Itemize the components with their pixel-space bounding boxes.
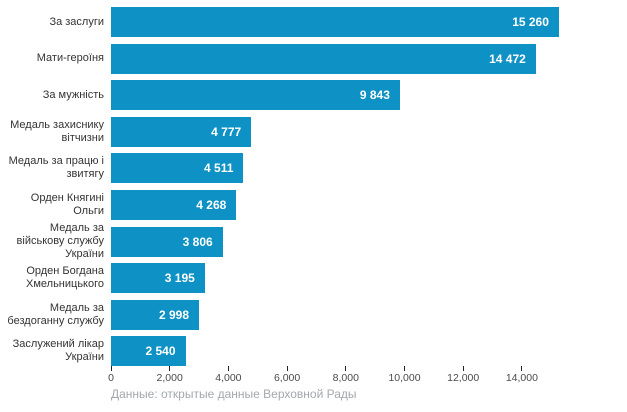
value-label: 3 806 [182, 234, 213, 249]
source-caption: Данные: открытые данные Верховной Рады [111, 387, 357, 401]
tick-mark [227, 366, 229, 371]
bar-row: За мужність 9 843 [0, 80, 627, 111]
value-label: 14 472 [489, 51, 526, 66]
value-label: 2 540 [145, 344, 176, 359]
value-label: 9 843 [359, 88, 390, 103]
category-label: За мужність [42, 88, 104, 101]
tick-label: 2,000 [156, 372, 183, 384]
category-label: Орден Княгині Ольги [30, 192, 104, 217]
bar-row: Медаль за працю і звитягу 4 511 [0, 153, 627, 184]
category-label: Медаль за працю і звитягу [8, 155, 104, 181]
tick-label: 6,000 [273, 372, 301, 384]
bar: 2 540 [111, 336, 186, 367]
tick-mark [404, 366, 405, 371]
value-label: 15 260 [512, 15, 549, 29]
value-label: 4 268 [196, 198, 227, 212]
bar-row: За заслуги 15 260 [0, 7, 627, 37]
value-label: 4 511 [204, 161, 234, 176]
tick-label: 4,000 [215, 372, 242, 384]
category-label: Орден Богдана Хмельницького [26, 265, 104, 291]
tick-label: 8,000 [332, 372, 359, 384]
tick-mark [286, 366, 288, 371]
bar: 4 511 [111, 153, 244, 184]
bar-row: Медаль за військову службу України 3 806 [0, 222, 627, 261]
tick-mark [521, 366, 523, 371]
tick-label: 12,000 [447, 372, 480, 384]
value-label: 3 195 [164, 271, 195, 286]
tick-mark [110, 366, 112, 371]
tick-label: 0 [108, 372, 114, 384]
bar-row: Орден Княгині Ольги 4 268 [0, 190, 627, 220]
bar: 4 777 [111, 116, 252, 147]
value-label: 4 777 [211, 124, 242, 139]
bar: 3 195 [111, 263, 205, 294]
category-label: Медаль за військову службу України [16, 222, 104, 261]
bar-row: Медаль за бездоганну службу 2 998 [0, 299, 627, 330]
bar: 2 998 [111, 299, 199, 330]
bar-row: Орден Богдана Хмельницького 3 195 [0, 263, 627, 294]
category-label: Медаль захиснику вітчизни [10, 118, 104, 144]
bar: 14 472 [111, 43, 536, 74]
bar: 9 843 [111, 80, 400, 111]
bar-row: Мати-героїня 14 472 [0, 43, 627, 74]
tick-mark [169, 366, 171, 371]
bar-row: Заслужений лікар України 2 540 [0, 336, 627, 367]
value-label: 2 998 [158, 307, 189, 322]
bar: 4 268 [111, 190, 237, 220]
tick-mark [345, 366, 347, 371]
category-label: Медаль за бездоганну службу [7, 301, 104, 327]
tick-mark [462, 366, 464, 371]
category-label: За заслуги [49, 15, 104, 28]
category-label: Заслужений лікар України [12, 338, 104, 364]
bar-row: Медаль захиснику вітчизни 4 777 [0, 116, 627, 147]
bar: 3 806 [111, 226, 223, 257]
category-label: Мати-героїня [36, 52, 104, 65]
x-axis: 0 2,000 4,000 6,000 8,000 10,000 12,000 … [0, 366, 627, 390]
tick-label: 10,000 [388, 372, 421, 384]
tick-label: 14,000 [505, 372, 538, 384]
bar: 15 260 [111, 7, 559, 37]
